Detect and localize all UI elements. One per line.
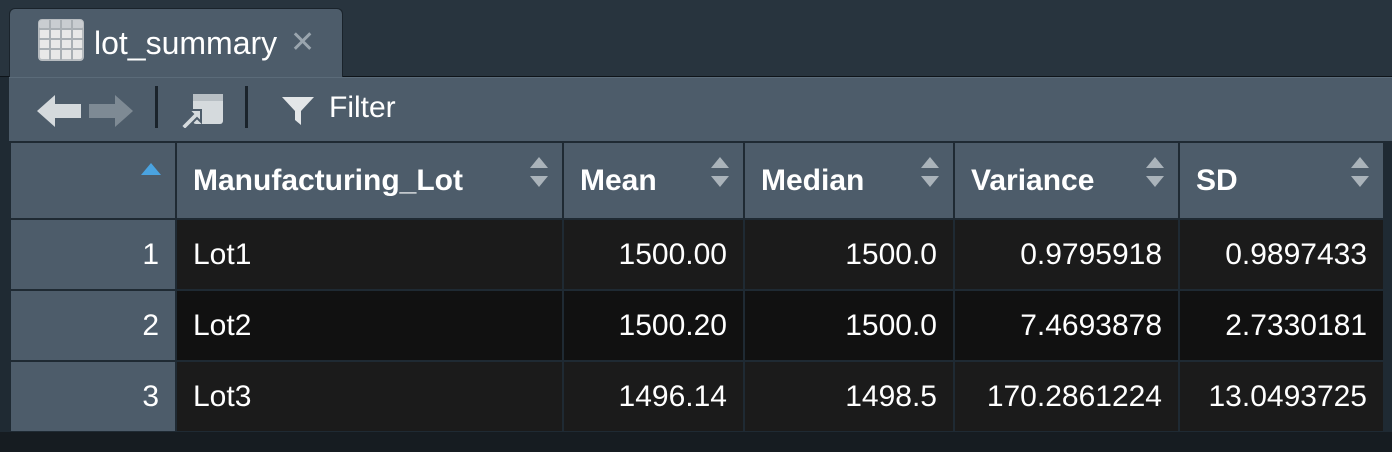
arrow-left-icon[interactable] [37, 94, 81, 128]
sort-icon[interactable] [711, 157, 729, 187]
toolbar-separator [155, 86, 158, 128]
close-icon[interactable]: ✕ [290, 26, 316, 59]
cell-variance: 170.2861224 [953, 360, 1180, 433]
cell-mean: 1496.14 [562, 360, 745, 433]
header-row: Manufacturing_Lot Mean Median Variance S… [9, 141, 1385, 220]
tab-title: lot_summary [94, 25, 278, 61]
row-index: 3 [9, 360, 177, 433]
column-header-label: Mean [580, 163, 657, 197]
tab-lot-summary[interactable]: lot_summary ✕ [9, 8, 343, 78]
cell-mean: 1500.00 [562, 218, 745, 291]
cell-median: 1498.5 [743, 360, 955, 433]
column-header-sd[interactable]: SD [1178, 141, 1385, 220]
tab-bar: lot_summary ✕ [0, 0, 1392, 78]
column-header-manufacturing-lot[interactable]: Manufacturing_Lot [175, 141, 564, 220]
filter-button[interactable]: Filter [329, 91, 396, 124]
sort-icon[interactable] [921, 157, 939, 187]
column-header-label: Variance [971, 163, 1095, 197]
funnel-icon[interactable] [281, 96, 315, 126]
row-index-header[interactable] [9, 141, 177, 220]
table-grid-icon [38, 19, 84, 61]
cell-median: 1500.0 [743, 289, 955, 362]
sort-icon[interactable] [1146, 157, 1164, 187]
cell-sd: 0.9897433 [1178, 218, 1385, 291]
row-index: 1 [9, 218, 177, 291]
column-header-variance[interactable]: Variance [953, 141, 1180, 220]
table-row[interactable]: 2 Lot2 1500.20 1500.0 7.4693878 2.733018… [9, 289, 1385, 362]
cell-manufacturing-lot: Lot2 [175, 289, 564, 362]
column-header-median[interactable]: Median [743, 141, 955, 220]
sort-icon[interactable] [1351, 157, 1369, 187]
cell-manufacturing-lot: Lot1 [175, 218, 564, 291]
sort-icon[interactable] [530, 157, 548, 187]
cell-mean: 1500.20 [562, 289, 745, 362]
cell-sd: 13.0493725 [1178, 360, 1385, 433]
cell-sd: 2.7330181 [1178, 289, 1385, 362]
arrow-right-icon[interactable] [89, 94, 133, 128]
table-row[interactable]: 1 Lot1 1500.00 1500.0 0.9795918 0.989743… [9, 218, 1385, 291]
popout-window-icon[interactable] [179, 92, 225, 128]
column-header-label: SD [1196, 163, 1238, 197]
row-index: 2 [9, 289, 177, 362]
cell-median: 1500.0 [743, 218, 955, 291]
toolbar: Filter [9, 77, 1392, 141]
column-header-mean[interactable]: Mean [562, 141, 745, 220]
empty-grid-area [0, 432, 1392, 452]
column-header-label: Manufacturing_Lot [193, 163, 463, 197]
data-table: Manufacturing_Lot Mean Median Variance S… [9, 141, 1385, 433]
column-header-label: Median [761, 163, 865, 197]
toolbar-separator [245, 86, 248, 128]
table-row[interactable]: 3 Lot3 1496.14 1498.5 170.2861224 13.049… [9, 360, 1385, 433]
cell-variance: 0.9795918 [953, 218, 1180, 291]
sort-ascending-icon [141, 163, 161, 175]
cell-variance: 7.4693878 [953, 289, 1180, 362]
cell-manufacturing-lot: Lot3 [175, 360, 564, 433]
